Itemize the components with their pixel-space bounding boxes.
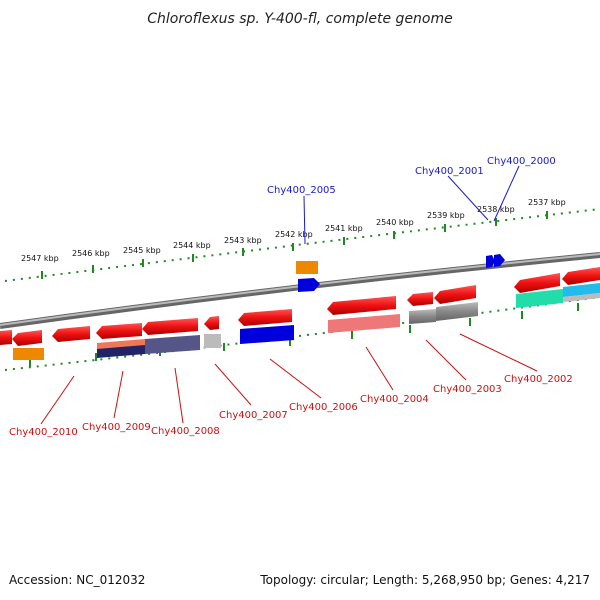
cds-feature[interactable] [12,330,42,346]
cds-feature[interactable] [327,296,396,315]
gene-label-chy400-2005[interactable]: Chy400_2005 [267,185,336,196]
accession-text: Accession: NC_012032 [9,573,146,587]
cds-feature[interactable] [96,323,142,339]
cds-feature[interactable] [204,316,219,330]
cds-feature[interactable] [562,267,600,285]
gene-label-chy400-2008[interactable]: Chy400_2008 [151,426,220,437]
gene-feature-gray-2003b[interactable] [436,302,478,321]
scale-label: 2541 kbp [325,224,363,233]
cds-feature[interactable] [238,309,292,326]
top-callout-lines [303,165,520,245]
gene-label-chy400-2000[interactable]: Chy400_2000 [487,156,556,167]
gene-label-chy400-2010[interactable]: Chy400_2010 [9,427,78,438]
gene-feature-orange-2010[interactable] [13,348,44,360]
topology-text: Topology: circular; Length: 5,268,950 bp… [260,573,590,587]
scale-label: 2542 kbp [275,230,313,239]
gene-label-chy400-2006[interactable]: Chy400_2006 [289,402,358,413]
gene-label-chy400-2007[interactable]: Chy400_2007 [219,410,288,421]
cds-feature[interactable] [514,273,560,293]
gene-feature-green-2002[interactable] [516,289,563,308]
gene-feature-navy-2008[interactable] [145,335,200,354]
gene-feature-blue-2000[interactable] [494,254,505,267]
gene-label-chy400-2004[interactable]: Chy400_2004 [360,394,429,405]
gene-feature-navy-2009[interactable] [97,345,145,358]
scale-label: 2540 kbp [376,218,414,227]
cds-feature[interactable] [0,330,12,345]
cds-feature[interactable] [434,285,476,304]
scale-label: 2544 kbp [173,241,211,250]
gene-feature-salmon-2004[interactable] [328,314,400,333]
gene-feature-cyan-2002[interactable] [563,283,600,297]
gene-label-chy400-2002[interactable]: Chy400_2002 [504,374,573,385]
cds-feature[interactable] [142,318,198,335]
gene-feature-lightgray-2002[interactable] [563,293,600,302]
bottom-callout-lines [40,333,538,425]
scale-label: 2546 kbp [72,249,110,258]
gene-feature-gray-2007[interactable] [204,334,221,348]
cds-track [0,267,600,346]
gene-feature-blue-2006[interactable] [240,325,294,344]
scale-label: 2547 kbp [21,254,59,263]
gene-label-chy400-2009[interactable]: Chy400_2009 [82,422,151,433]
scale-labels: 2547 kbp 2546 kbp 2545 kbp 2544 kbp 2543… [21,198,566,263]
scale-label: 2537 kbp [528,198,566,207]
scale-label: 2539 kbp [427,211,465,220]
gene-feature-orange-2005[interactable] [296,261,318,274]
scale-label: 2543 kbp [224,236,262,245]
inner-tick-track [4,296,600,371]
cds-feature[interactable] [407,292,433,306]
gene-label-chy400-2001[interactable]: Chy400_2001 [415,166,484,177]
genome-title: Chloroflexus sp. Y-400-fl, complete geno… [147,11,453,27]
gene-feature-gray-2003[interactable] [409,309,436,324]
gene-feature-blue-2001[interactable] [486,255,495,268]
scale-label: 2545 kbp [123,246,161,255]
outer-major-ticks [41,211,548,279]
gene-feature-blue-2005[interactable] [298,278,320,292]
cds-feature[interactable] [52,326,90,342]
scale-label: 2538 kbp [477,205,515,214]
gene-label-chy400-2003[interactable]: Chy400_2003 [433,384,502,395]
